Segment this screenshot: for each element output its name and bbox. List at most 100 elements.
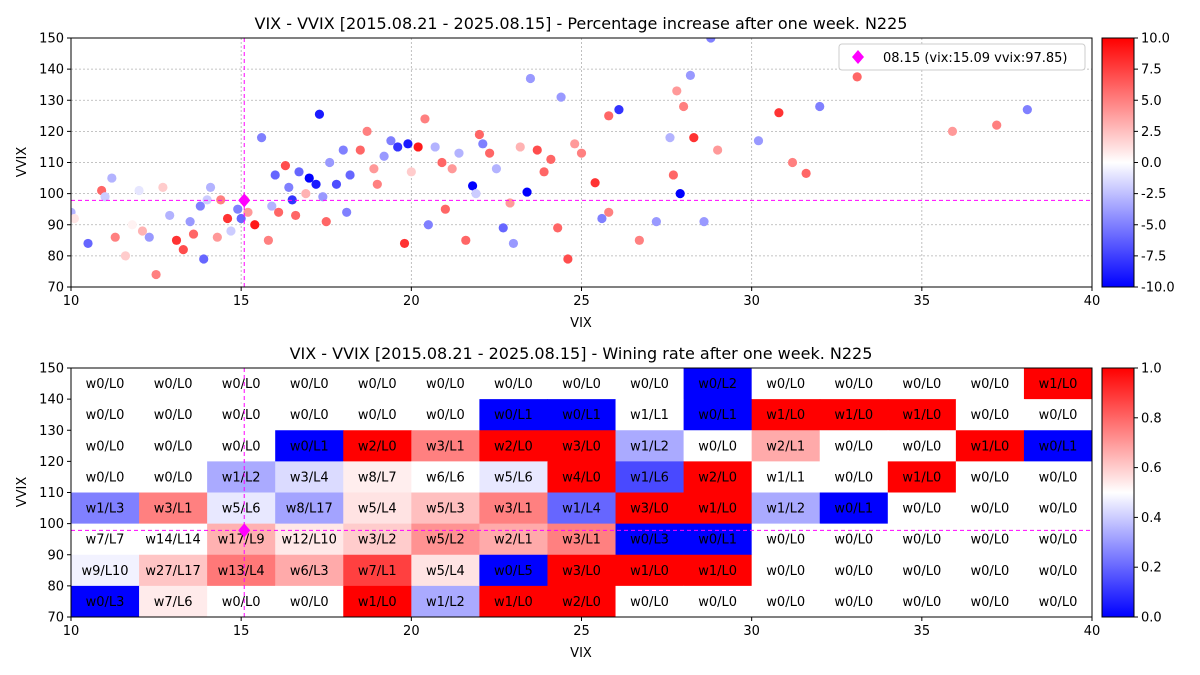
data-point: [467, 181, 478, 191]
data-point: [774, 108, 784, 118]
data-point: [787, 157, 798, 168]
heatmap-cell-label: w0/L1: [494, 408, 533, 423]
heatmap-cell-label: w0/L0: [86, 408, 125, 423]
data-point: [107, 173, 117, 183]
heatmap-colorbar-ticks: 1.0 0.8 0.6 0.4 0.2 0.0: [1134, 362, 1162, 626]
data-point: [553, 223, 563, 233]
x-tick-label: 35: [914, 294, 931, 309]
heatmap-cell-label: w2/L0: [358, 439, 397, 454]
data-point: [280, 161, 291, 171]
heatmap-cell-label: w0/L0: [766, 595, 805, 610]
data-point: [188, 229, 199, 239]
heatmap-cell: [547, 368, 617, 400]
heatmap-cell: [615, 368, 685, 400]
data-point: [134, 185, 144, 196]
heatmap-cell: [71, 492, 140, 525]
heatmap-cell: [275, 430, 344, 462]
heatmap-cell: [887, 523, 957, 556]
heatmap-cell-label: w0/L0: [630, 377, 669, 392]
data-point: [604, 111, 614, 121]
colorbar-tick-label: 5.0: [1141, 94, 1162, 109]
data-point: [287, 195, 297, 205]
data-point: [556, 92, 566, 102]
heatmap-panel: VIX - VVIX [2015.08.21 - 2025.08.15] - W…: [15, 344, 1162, 661]
heatmap-cell-label: w0/L0: [1039, 502, 1078, 517]
heatmap-cell: [479, 461, 548, 493]
data-point: [386, 136, 396, 146]
heatmap-title: VIX - VVIX [2015.08.21 - 2025.08.15] - W…: [290, 344, 873, 363]
data-point: [447, 164, 457, 174]
heatmap-cell-label: w0/L0: [766, 533, 805, 548]
heatmap-cell: [139, 585, 208, 617]
heatmap-cell: [411, 399, 480, 431]
heatmap-cell: [275, 523, 344, 556]
heatmap-cell: [207, 492, 276, 525]
data-point: [430, 142, 440, 152]
heatmap-cell-label: w0/L0: [222, 439, 261, 454]
x-tick-label: 25: [573, 624, 590, 639]
heatmap-cell: [275, 554, 344, 587]
data-point: [137, 226, 148, 236]
heatmap-cell: [71, 399, 140, 431]
data-point: [668, 170, 678, 180]
heatmap-cell-label: w0/L0: [154, 470, 193, 485]
heatmap-cell-label: w0/L0: [630, 595, 669, 610]
heatmap-cell-label: w2/L1: [494, 533, 533, 548]
heatmap-cell-label: w5/L2: [426, 533, 465, 548]
data-point: [144, 232, 154, 242]
heatmap-cell: [343, 585, 412, 617]
data-point: [294, 167, 304, 177]
data-point: [699, 217, 709, 227]
data-point: [505, 198, 515, 208]
colorbar-tick-label: 0.0: [1141, 611, 1162, 626]
heatmap-cell: [139, 554, 208, 587]
data-point: [127, 220, 137, 230]
heatmap-cell-label: w0/L0: [1039, 470, 1078, 485]
data-point: [120, 251, 131, 261]
heatmap-cells: w0/L0 w0/L0 w0/L0 w0/L0 w0/L0 w0/L0 w0/L0 w0/L0…: [71, 368, 1092, 617]
data-point: [604, 207, 614, 217]
heatmap-cell-label: w0/L0: [834, 470, 873, 485]
heatmap-cell: [955, 399, 1025, 431]
colorbar-tick-label: 1.0: [1141, 362, 1162, 377]
heatmap-cell: [819, 492, 889, 525]
heatmap-cell: [751, 430, 821, 462]
heatmap-cell: [615, 523, 685, 556]
heatmap-cell-label: w5/L6: [494, 470, 533, 485]
heatmap-cell: [751, 399, 821, 431]
heatmap-cell-label: w0/L0: [971, 408, 1010, 423]
heatmap-cell-label: w1/L0: [698, 564, 737, 579]
data-point: [158, 182, 168, 192]
heatmap-cell: [1023, 585, 1092, 617]
data-point: [345, 170, 355, 180]
y-tick-label: 110: [39, 156, 64, 171]
data-point: [236, 213, 246, 224]
heatmap-cell-label: w0/L0: [1039, 408, 1078, 423]
heatmap-cell-label: w0/L0: [290, 377, 329, 392]
heatmap-cell: [1023, 430, 1092, 462]
heatmap-cell: [479, 399, 548, 431]
data-point: [270, 170, 280, 180]
heatmap-cell: [1023, 368, 1092, 400]
heatmap-cell: [275, 399, 344, 431]
data-point: [325, 157, 335, 168]
heatmap-cell: [887, 368, 957, 400]
data-point: [362, 126, 372, 136]
heatmap-cell: [479, 523, 548, 556]
data-point: [338, 145, 348, 155]
heatmap-cell-label: w0/L0: [834, 595, 873, 610]
heatmap-cell-label: w1/L2: [426, 595, 465, 610]
scatter-y-label: VVIX: [15, 147, 30, 178]
x-tick-label: 25: [573, 294, 590, 309]
y-tick-label: 130: [39, 94, 64, 109]
scatter-x-label: VIX: [570, 316, 592, 331]
heatmap-cell-label: w0/L0: [971, 502, 1010, 517]
heatmap-cell-label: w0/L0: [698, 439, 737, 454]
heatmap-cell-label: w0/L0: [358, 377, 397, 392]
heatmap-cell-label: w0/L0: [222, 595, 261, 610]
colorbar-tick-label: 0.8: [1141, 411, 1162, 426]
data-point: [379, 151, 389, 161]
data-point: [331, 179, 342, 189]
heatmap-cell-label: w1/L0: [630, 564, 669, 579]
y-tick-label: 70: [47, 281, 64, 296]
